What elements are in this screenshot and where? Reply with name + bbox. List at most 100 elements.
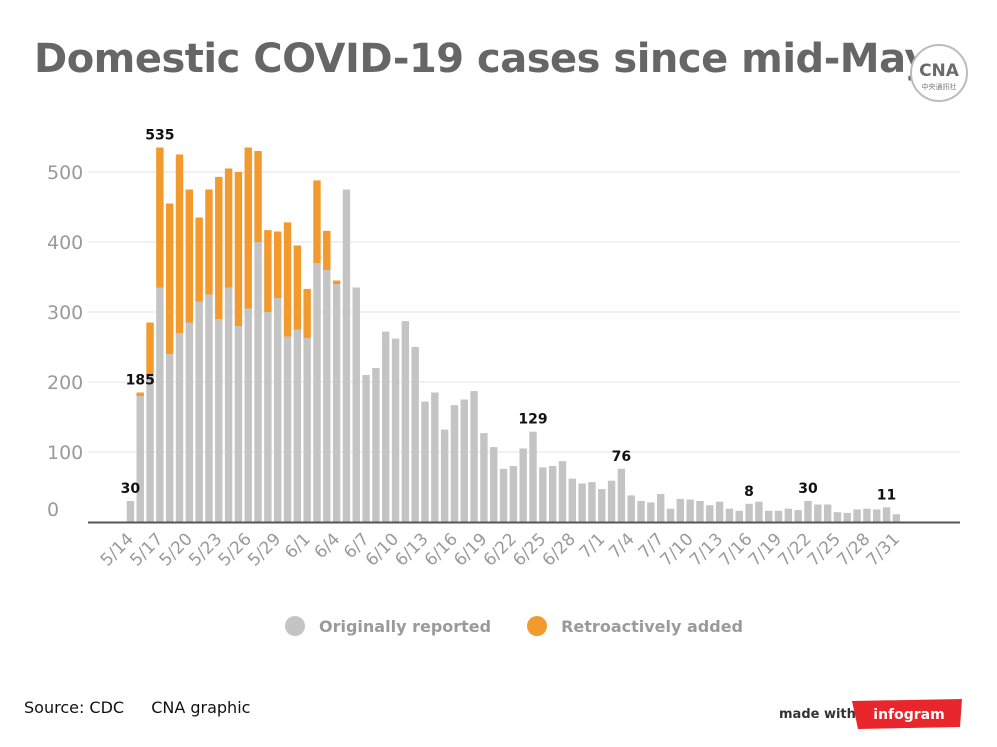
bar-original-6-21[interactable] <box>499 468 508 522</box>
bar-original-5-29[interactable] <box>274 298 282 522</box>
bar-original-5-22[interactable] <box>205 294 213 523</box>
bar-original-5-17[interactable] <box>156 287 164 523</box>
bar-original-6-9[interactable] <box>382 331 390 522</box>
bar-original-6-2[interactable] <box>313 263 321 522</box>
bar-original-6-3[interactable] <box>323 270 331 522</box>
bar-retro-6-2[interactable] <box>313 180 321 263</box>
bar-original-7-22[interactable] <box>804 501 812 522</box>
bar-original-7-26[interactable] <box>843 512 851 522</box>
bar-original-7-23[interactable] <box>814 504 822 523</box>
bar-original-6-1[interactable] <box>303 337 311 522</box>
bar-original-6-22[interactable] <box>509 466 518 522</box>
bar-original-6-11[interactable] <box>401 321 410 522</box>
bar-original-7-27[interactable] <box>853 509 861 522</box>
bar-original-6-28[interactable] <box>568 478 576 522</box>
bar-original-5-25[interactable] <box>234 326 243 522</box>
bar-retro-5-19[interactable] <box>175 154 184 334</box>
bar-original-5-16[interactable] <box>146 375 154 522</box>
bar-original-7-2[interactable] <box>607 480 616 522</box>
bar-retro-5-17[interactable] <box>156 147 164 288</box>
bar-original-5-27[interactable] <box>254 242 262 522</box>
legend-item-original[interactable]: Originally reported <box>285 616 491 636</box>
bar-original-7-28[interactable] <box>863 508 871 522</box>
bar-original-7-10[interactable] <box>686 499 694 522</box>
bar-original-5-14[interactable] <box>126 501 135 522</box>
bar-retro-5-24[interactable] <box>224 168 233 288</box>
bar-original-5-26[interactable] <box>244 308 252 523</box>
bar-original-6-18[interactable] <box>470 391 478 522</box>
bar-original-6-5[interactable] <box>342 189 351 523</box>
bar-retro-5-27[interactable] <box>254 151 262 242</box>
bar-original-6-6[interactable] <box>352 287 360 523</box>
bar-original-6-10[interactable] <box>391 338 400 522</box>
bar-original-7-5[interactable] <box>637 501 645 522</box>
bar-retro-5-28[interactable] <box>264 230 272 312</box>
bar-original-5-28[interactable] <box>264 312 272 522</box>
bar-retro-5-21[interactable] <box>195 217 203 302</box>
bar-original-5-18[interactable] <box>165 354 174 522</box>
bar-retro-6-3[interactable] <box>323 230 331 270</box>
bar-original-6-13[interactable] <box>421 401 429 522</box>
bar-original-6-24[interactable] <box>529 431 537 522</box>
infogram-logo-icon[interactable]: infogram <box>852 699 962 729</box>
bar-original-6-14[interactable] <box>431 392 439 523</box>
bar-retro-5-23[interactable] <box>215 176 223 319</box>
bar-original-6-23[interactable] <box>519 448 527 523</box>
bar-original-6-25[interactable] <box>539 467 547 522</box>
bar-retro-5-16[interactable] <box>146 322 154 376</box>
bar-original-5-15[interactable] <box>136 396 144 522</box>
bar-original-6-17[interactable] <box>460 399 468 523</box>
bar-original-5-23[interactable] <box>215 319 223 522</box>
bar-retro-5-25[interactable] <box>234 172 243 326</box>
bar-original-7-20[interactable] <box>784 508 793 522</box>
bar-original-5-21[interactable] <box>195 301 203 523</box>
bar-original-7-21[interactable] <box>794 510 802 522</box>
bar-original-6-27[interactable] <box>558 461 567 522</box>
legend-item-retro[interactable]: Retroactively added <box>527 616 743 636</box>
bar-retro-5-26[interactable] <box>244 147 252 309</box>
bar-original-7-9[interactable] <box>676 498 685 522</box>
bar-original-5-19[interactable] <box>175 333 184 522</box>
bar-original-7-31[interactable] <box>892 514 901 522</box>
bar-original-6-15[interactable] <box>440 429 449 522</box>
bar-original-5-20[interactable] <box>185 322 194 523</box>
bar-original-5-30[interactable] <box>283 336 292 523</box>
bar-original-7-19[interactable] <box>774 510 783 522</box>
bar-retro-5-15[interactable] <box>136 392 144 397</box>
bar-original-7-29[interactable] <box>873 509 881 522</box>
bar-original-6-8[interactable] <box>372 368 380 522</box>
bar-original-7-6[interactable] <box>647 502 655 522</box>
bar-original-7-13[interactable] <box>715 501 724 522</box>
bar-retro-5-22[interactable] <box>205 189 213 295</box>
bar-original-7-18[interactable] <box>765 510 773 522</box>
bar-original-5-31[interactable] <box>293 329 302 523</box>
bar-original-7-8[interactable] <box>666 508 675 522</box>
bar-original-6-4[interactable] <box>332 284 341 522</box>
bar-original-6-20[interactable] <box>490 447 498 522</box>
bar-original-7-11[interactable] <box>696 501 704 522</box>
bar-original-7-7[interactable] <box>656 494 665 522</box>
bar-original-7-3[interactable] <box>617 468 626 522</box>
bar-original-7-30[interactable] <box>882 507 891 522</box>
bar-retro-5-20[interactable] <box>185 189 194 323</box>
bar-original-7-16[interactable] <box>745 503 753 522</box>
bar-original-7-24[interactable] <box>823 504 832 523</box>
bar-retro-5-29[interactable] <box>274 231 282 299</box>
bar-retro-5-18[interactable] <box>165 203 174 355</box>
bar-original-5-24[interactable] <box>224 287 233 523</box>
bar-retro-6-4[interactable] <box>332 280 341 285</box>
bar-original-7-17[interactable] <box>755 501 763 522</box>
bar-original-6-12[interactable] <box>411 347 419 522</box>
bar-original-6-7[interactable] <box>362 375 370 522</box>
bar-original-6-26[interactable] <box>548 466 557 522</box>
bar-original-6-19[interactable] <box>480 433 488 522</box>
bar-original-6-29[interactable] <box>578 483 586 523</box>
bar-retro-5-30[interactable] <box>283 222 292 337</box>
bar-original-7-25[interactable] <box>833 512 842 522</box>
bar-original-7-4[interactable] <box>627 495 635 522</box>
bar-original-6-30[interactable] <box>588 482 596 522</box>
bar-retro-5-31[interactable] <box>293 245 302 330</box>
bar-retro-6-1[interactable] <box>303 288 311 338</box>
bar-original-7-15[interactable] <box>735 510 743 522</box>
bar-original-6-16[interactable] <box>450 405 459 522</box>
